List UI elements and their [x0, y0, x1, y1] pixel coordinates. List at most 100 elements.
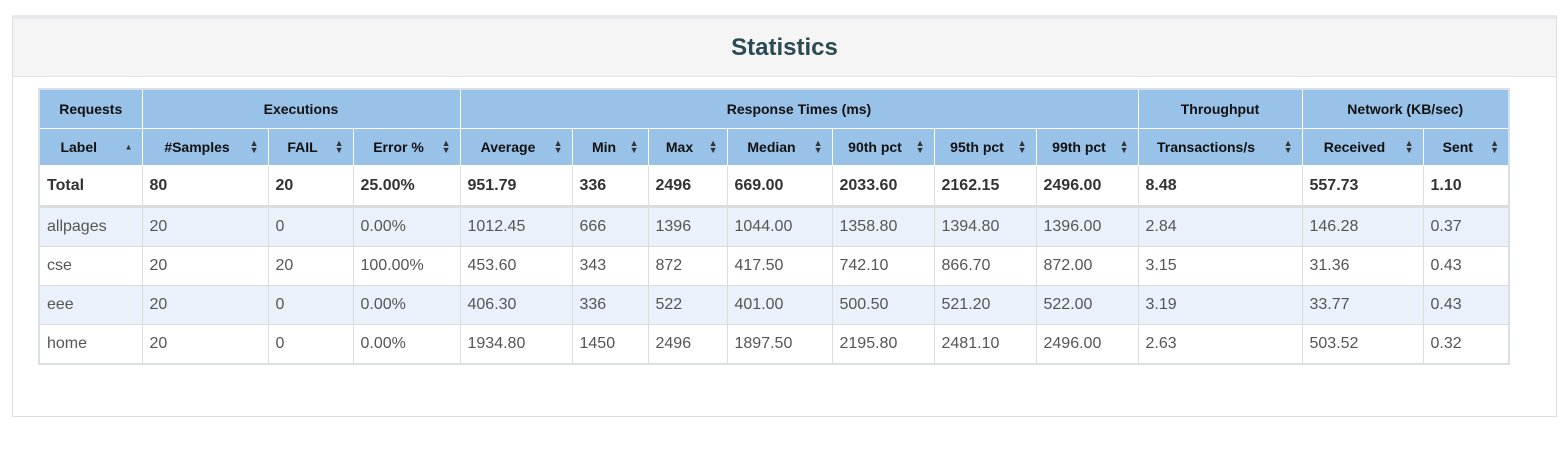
sort-icon[interactable]: ▲ ▼ [1283, 138, 1293, 155]
cell-90th-pct: 2033.60 [831, 165, 935, 208]
cell-received: 557.73 [1301, 165, 1424, 208]
sort-icon[interactable]: ▲ ▼ [1017, 138, 1027, 155]
cell-transactions-s: 3.19 [1137, 285, 1303, 325]
cell-min: 666 [571, 206, 649, 247]
cell-median: 669.00 [726, 165, 833, 208]
cell-95th-pct: 2162.15 [933, 165, 1037, 208]
cell-90th-pct: 2195.80 [831, 324, 935, 365]
cell-transactions-s: 3.15 [1137, 246, 1303, 286]
total-row: Total 80 20 25.00% 951.79 336 2496 669.00 2033.6… [38, 165, 1510, 208]
cell-label: home [38, 324, 143, 365]
column-header-label: 90th pct [848, 139, 902, 155]
group-network: Network (KB/sec) [1301, 88, 1510, 129]
cell-label: allpages [38, 206, 143, 247]
cell-99th-pct: 1396.00 [1035, 206, 1139, 247]
cell-fail: 20 [267, 165, 354, 208]
sort-icon[interactable]: ▲ ▼ [1119, 138, 1129, 155]
cell-samples: 20 [141, 206, 269, 247]
column-header-row: Label ▲ #Samples ▲ ▼ FAIL ▲ ▼ Error % ▲ ▼ Average ▲ ▼… [38, 128, 1510, 166]
column-header-max[interactable]: Max ▲ ▼ [647, 128, 728, 166]
cell-median: 1044.00 [726, 206, 833, 247]
cell-error: 0.00% [352, 324, 461, 365]
table-row: allpages 20 0 0.00% 1012.45 666 1396 1044.00 135… [38, 206, 1510, 247]
cell-99th-pct: 2496.00 [1035, 165, 1139, 208]
cell-90th-pct: 500.50 [831, 285, 935, 325]
page-title: Statistics [731, 33, 838, 61]
cell-max: 522 [647, 285, 728, 325]
cell-min: 343 [571, 246, 649, 286]
statistics-table: Requests Executions Response Times (ms) … [38, 88, 1511, 365]
cell-received: 503.52 [1301, 324, 1424, 365]
sort-icon[interactable]: ▲ ▼ [1490, 138, 1500, 155]
column-header-label: Min [591, 139, 617, 155]
table-row: eee 20 0 0.00% 406.30 336 522 401.00 500.50 521.2… [38, 285, 1510, 325]
cell-samples: 20 [141, 246, 269, 286]
cell-max: 1396 [647, 206, 728, 247]
sort-asc-icon[interactable]: ▲ [124, 142, 133, 152]
column-header-sent[interactable]: Sent ▲ ▼ [1422, 128, 1510, 166]
cell-label: cse [38, 246, 143, 286]
column-header-label: Sent [1442, 139, 1473, 155]
cell-error: 0.00% [352, 206, 461, 247]
column-header-transactions-s[interactable]: Transactions/s ▲ ▼ [1137, 128, 1303, 166]
cell-error: 100.00% [352, 246, 461, 286]
cell-fail: 0 [267, 324, 354, 365]
column-header-label: Max [665, 139, 694, 155]
cell-sent: 0.43 [1422, 285, 1510, 325]
cell-error: 0.00% [352, 285, 461, 325]
cell-error: 25.00% [352, 165, 461, 208]
cell-transactions-s: 2.63 [1137, 324, 1303, 365]
cell-sent: 0.43 [1422, 246, 1510, 286]
cell-min: 1450 [571, 324, 649, 365]
group-executions: Executions [141, 88, 461, 129]
column-header-fail[interactable]: FAIL ▲ ▼ [267, 128, 354, 166]
column-header-samples[interactable]: #Samples ▲ ▼ [141, 128, 269, 166]
column-header-99th-pct[interactable]: 99th pct ▲ ▼ [1035, 128, 1139, 166]
column-header-label: Median [747, 139, 796, 155]
cell-samples: 80 [141, 165, 269, 208]
cell-99th-pct: 2496.00 [1035, 324, 1139, 365]
sort-icon[interactable]: ▲ ▼ [813, 138, 823, 155]
column-header-label[interactable]: Label ▲ [38, 128, 143, 166]
cell-transactions-s: 2.84 [1137, 206, 1303, 247]
column-header-95th-pct[interactable]: 95th pct ▲ ▼ [933, 128, 1037, 166]
column-header-label: FAIL [287, 139, 318, 155]
column-header-label: #Samples [164, 139, 230, 155]
column-header-label: 99th pct [1052, 139, 1106, 155]
cell-95th-pct: 866.70 [933, 246, 1037, 286]
column-header-average[interactable]: Average ▲ ▼ [459, 128, 573, 166]
cell-median: 417.50 [726, 246, 833, 286]
column-header-min[interactable]: Min ▲ ▼ [571, 128, 649, 166]
sort-icon[interactable]: ▲ ▼ [708, 138, 718, 155]
cell-99th-pct: 522.00 [1035, 285, 1139, 325]
sort-icon[interactable]: ▲ ▼ [249, 138, 259, 155]
cell-sent: 0.32 [1422, 324, 1510, 365]
cell-received: 31.36 [1301, 246, 1424, 286]
table-row: cse 20 20 100.00% 453.60 343 872 417.50 742.10 86… [38, 246, 1510, 286]
column-header-median[interactable]: Median ▲ ▼ [726, 128, 833, 166]
cell-95th-pct: 521.20 [933, 285, 1037, 325]
cell-average: 406.30 [459, 285, 573, 325]
sort-icon[interactable]: ▲ ▼ [334, 138, 344, 155]
column-header-90th-pct[interactable]: 90th pct ▲ ▼ [831, 128, 935, 166]
group-response-times: Response Times (ms) [459, 88, 1139, 129]
column-header-received[interactable]: Received ▲ ▼ [1301, 128, 1424, 166]
table-row: home 20 0 0.00% 1934.80 1450 2496 1897.50 2195.8… [38, 324, 1510, 365]
group-requests: Requests [38, 88, 143, 129]
sort-icon[interactable]: ▲ ▼ [553, 138, 563, 155]
sort-icon[interactable]: ▲ ▼ [1404, 138, 1414, 155]
cell-max: 2496 [647, 324, 728, 365]
sort-icon[interactable]: ▲ ▼ [629, 138, 639, 155]
column-header-label: Transactions/s [1156, 139, 1256, 155]
sort-icon[interactable]: ▲ ▼ [915, 138, 925, 155]
cell-fail: 0 [267, 206, 354, 247]
cell-95th-pct: 2481.10 [933, 324, 1037, 365]
cell-sent: 0.37 [1422, 206, 1510, 247]
cell-90th-pct: 742.10 [831, 246, 935, 286]
column-header-label: Average [480, 139, 536, 155]
sort-icon[interactable]: ▲ ▼ [441, 138, 451, 155]
cell-99th-pct: 872.00 [1035, 246, 1139, 286]
column-header-error[interactable]: Error % ▲ ▼ [352, 128, 461, 166]
cell-received: 146.28 [1301, 206, 1424, 247]
cell-received: 33.77 [1301, 285, 1424, 325]
